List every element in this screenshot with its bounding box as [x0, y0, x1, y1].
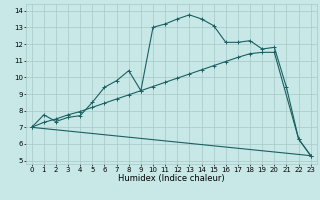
X-axis label: Humidex (Indice chaleur): Humidex (Indice chaleur) [118, 174, 225, 183]
